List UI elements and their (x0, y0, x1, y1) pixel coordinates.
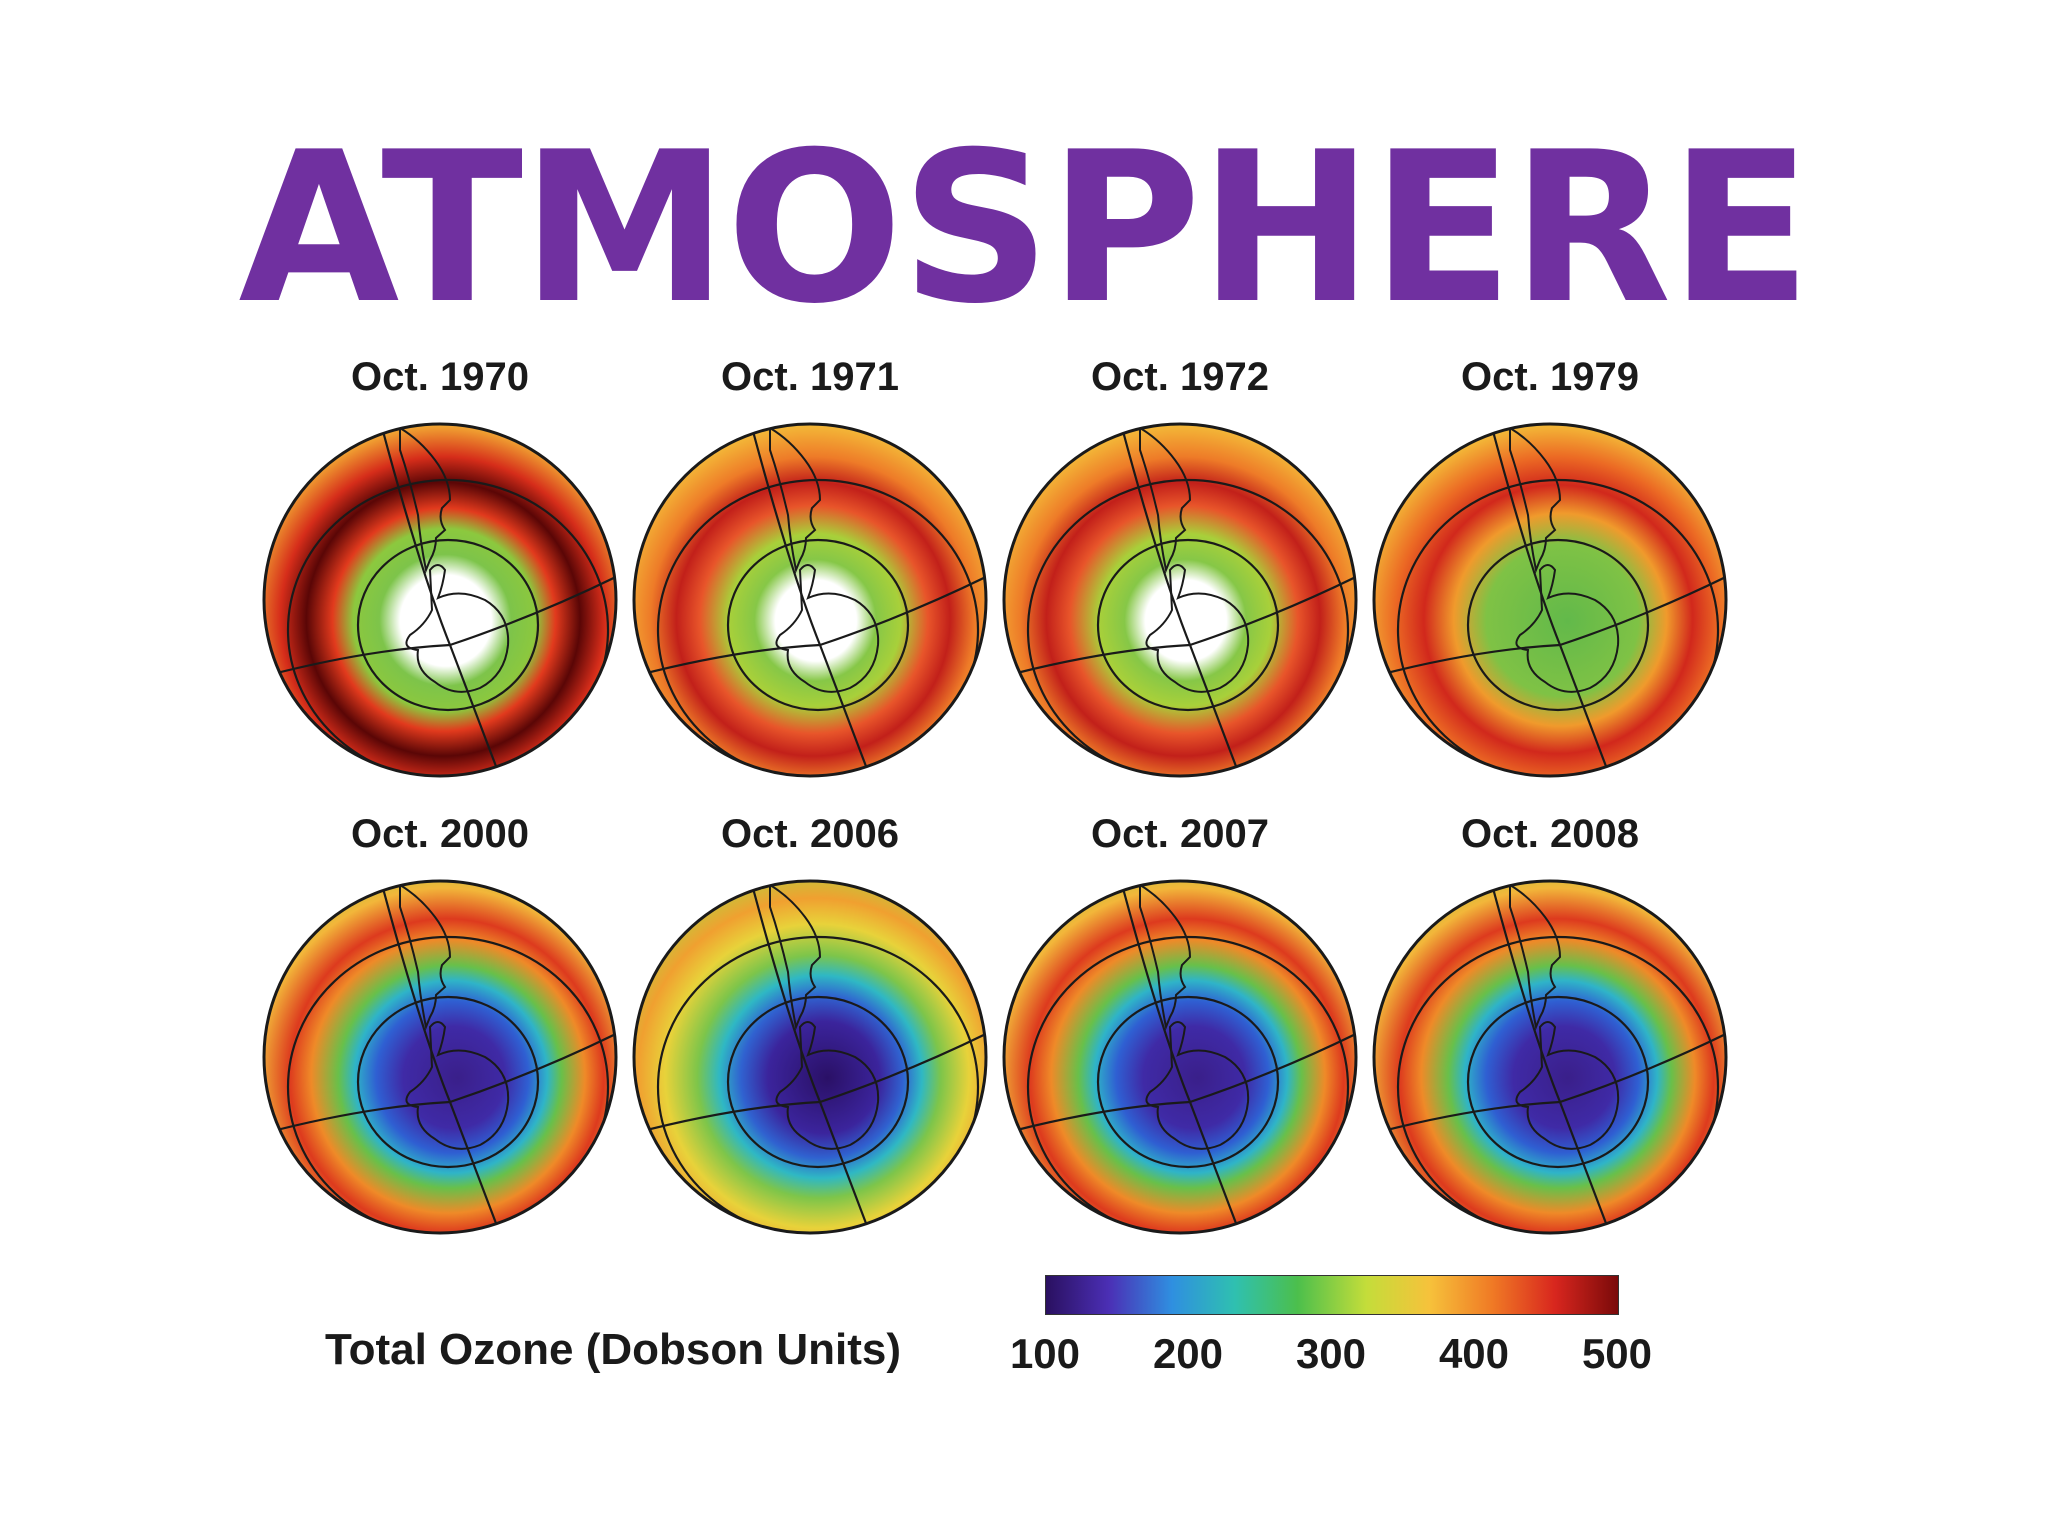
latitude-line (1396, 935, 1720, 1233)
globe-rim (632, 879, 988, 1235)
latitude-line (656, 935, 980, 1233)
ozone-colorbar (1045, 1275, 1619, 1315)
ozone-globe (262, 422, 618, 778)
ozone-field (1004, 424, 1356, 776)
latitude-line (726, 995, 910, 1169)
latitude-line (1096, 995, 1280, 1169)
meridian-line (1374, 569, 1726, 682)
colorbar-tick-label: 200 (1152, 1330, 1224, 1377)
latitude-line (1026, 478, 1350, 776)
latitude-line (1026, 935, 1350, 1233)
legend-label: Total Ozone (Dobson Units) (325, 1325, 902, 1374)
meridian-line (1488, 424, 1617, 776)
panel-label: Oct. 2000 (351, 812, 529, 856)
colorbar-tick-label: 100 (1009, 1330, 1081, 1377)
globe-rim (632, 422, 988, 778)
meridian-line (1004, 1026, 1356, 1139)
meridian-line (1118, 881, 1247, 1233)
latitude-line (286, 935, 610, 1233)
ozone-globe (632, 422, 988, 778)
latitude-line (286, 478, 610, 776)
ozone-field (264, 424, 616, 776)
ozone-field (634, 424, 986, 776)
meridian-line (748, 424, 877, 776)
meridian-line (378, 881, 507, 1233)
latitude-line (656, 478, 980, 776)
latitude-line (356, 995, 540, 1169)
ozone-field (1374, 881, 1726, 1233)
globe-rim (1372, 879, 1728, 1235)
meridian-line (634, 1026, 986, 1139)
south-america-coastline (399, 883, 452, 1031)
meridian-line (634, 569, 986, 682)
colorbar-tick-label: 300 (1295, 1330, 1367, 1377)
meridian-line (1488, 881, 1617, 1233)
antarctica-coastline (775, 1021, 880, 1150)
ozone-field (264, 881, 616, 1233)
antarctica-coastline (1515, 564, 1620, 693)
panel-label: Oct. 2006 (721, 812, 899, 856)
ozone-globe (1002, 422, 1358, 778)
meridian-line (1374, 1026, 1726, 1139)
south-america-coastline (1139, 883, 1192, 1031)
latitude-line (1466, 538, 1650, 712)
globe-rim (1002, 879, 1358, 1235)
ozone-field (1374, 424, 1726, 776)
meridian-line (264, 1026, 616, 1139)
meridian-line (748, 881, 877, 1233)
panel-label: Oct. 2007 (1091, 812, 1269, 856)
south-america-coastline (769, 426, 822, 574)
ozone-globe (632, 879, 988, 1235)
meridian-line (1004, 569, 1356, 682)
ozone-globe (1372, 422, 1728, 778)
ozone-field (634, 881, 986, 1233)
south-america-coastline (399, 426, 452, 574)
ozone-globe (262, 879, 618, 1235)
south-america-coastline (1509, 426, 1562, 574)
latitude-line (726, 538, 910, 712)
latitude-line (356, 538, 540, 712)
latitude-line (1096, 538, 1280, 712)
south-america-coastline (1509, 883, 1562, 1031)
globe-rim (1002, 422, 1358, 778)
panel-label: Oct. 1972 (1091, 355, 1269, 399)
antarctica-coastline (405, 564, 510, 693)
globe-rim (262, 879, 618, 1235)
antarctica-coastline (1145, 1021, 1250, 1150)
panel-label: Oct. 1971 (721, 355, 899, 399)
colorbar-tick-label: 500 (1581, 1330, 1653, 1377)
south-america-coastline (1139, 426, 1192, 574)
latitude-line (1396, 478, 1720, 776)
meridian-line (264, 569, 616, 682)
antarctica-coastline (405, 1021, 510, 1150)
panel-label: Oct. 2008 (1461, 812, 1639, 856)
antarctica-coastline (1145, 564, 1250, 693)
latitude-line (1466, 995, 1650, 1169)
ozone-field (1004, 881, 1356, 1233)
ozone-figure: Oct. 1970 Oct. 1971 Oct. 1972 Oct. 1979 Oct.… (255, 340, 1735, 1470)
meridian-line (378, 424, 507, 776)
meridian-line (1118, 424, 1247, 776)
south-america-coastline (769, 883, 822, 1031)
globe-rim (262, 422, 618, 778)
colorbar-tick-label: 400 (1438, 1330, 1510, 1377)
panel-label: Oct. 1970 (351, 355, 529, 399)
antarctica-coastline (775, 564, 880, 693)
ozone-globe (1372, 879, 1728, 1235)
panel-label: Oct. 1979 (1461, 355, 1639, 399)
ozone-globe (1002, 879, 1358, 1235)
slide-title: ATMOSPHERE (238, 108, 1811, 350)
globe-rim (1372, 422, 1728, 778)
antarctica-coastline (1515, 1021, 1620, 1150)
